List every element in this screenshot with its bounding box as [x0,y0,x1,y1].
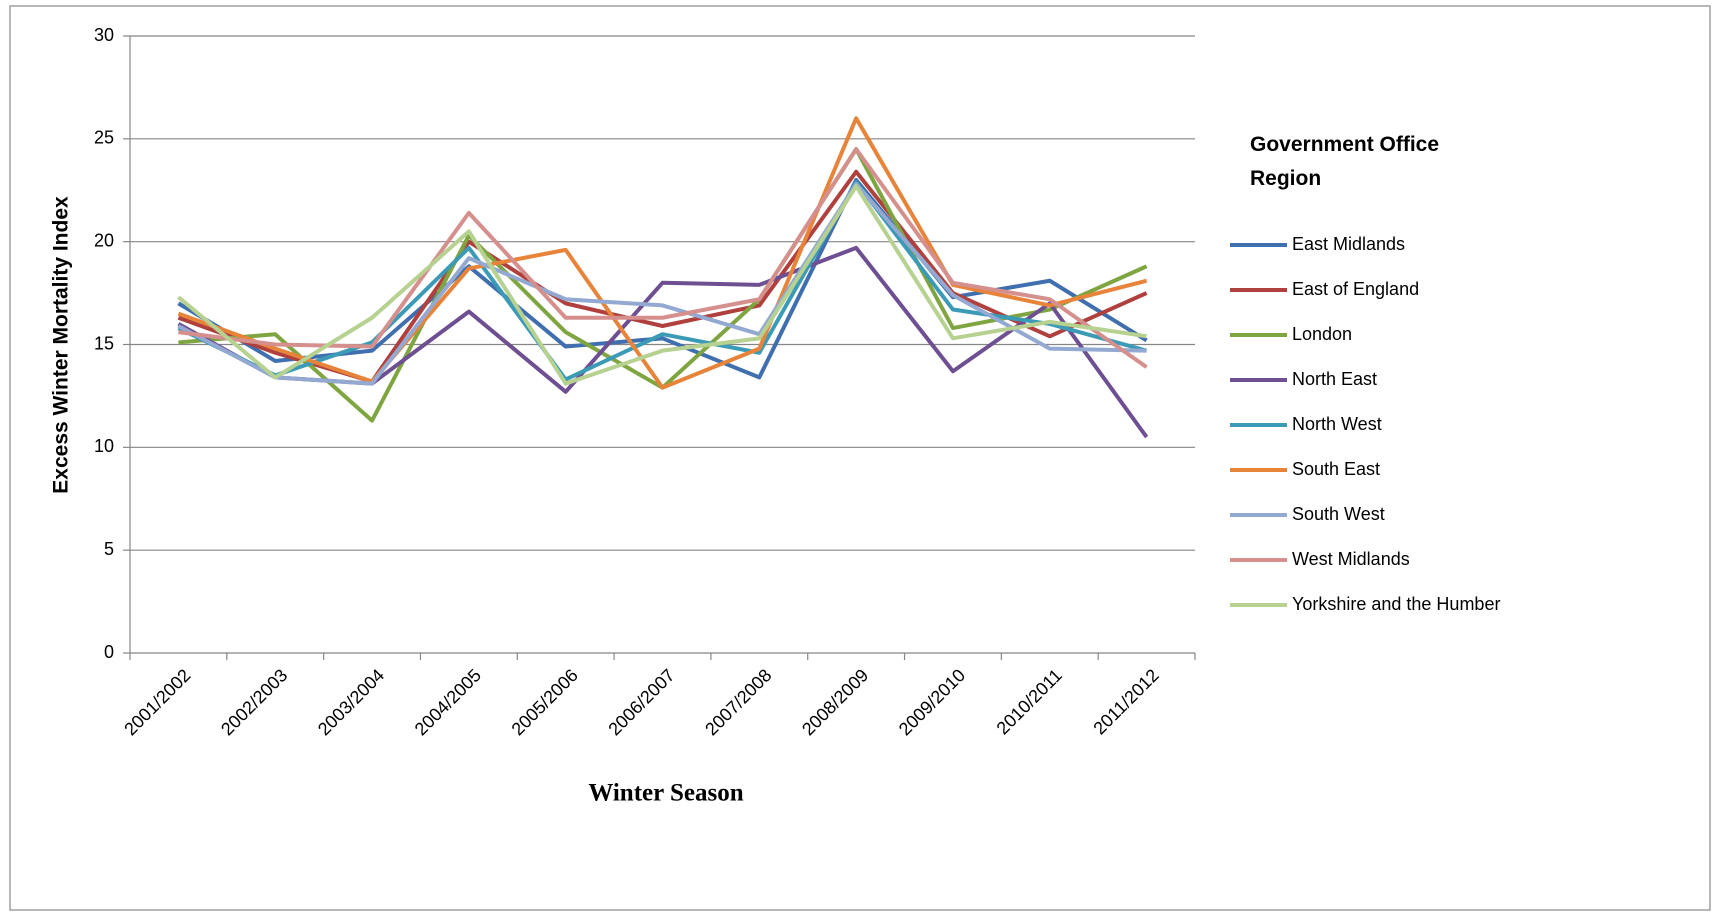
y-tick-label: 15 [94,333,114,353]
legend-label: North East [1292,369,1377,389]
y-tick-label: 20 [94,230,114,250]
legend-label: East Midlands [1292,234,1405,254]
y-tick-label: 30 [94,25,114,45]
y-tick-label: 25 [94,128,114,148]
series-line [177,182,1147,386]
legend-label: East of England [1292,279,1419,299]
y-axis-title: Excess Winter Mortality Index [50,196,73,494]
legend-label: London [1292,324,1352,344]
legend-title-box: Government Office Region [1250,133,1440,190]
series-line [177,116,1148,390]
legend-label: South East [1292,459,1380,479]
y-tick-label: 0 [104,642,114,662]
legend-label: North West [1292,414,1382,434]
legend-label: Yorkshire and the Humber [1292,594,1500,614]
y-tick-label: 10 [94,436,114,456]
legend-label: South West [1292,504,1385,524]
legend-title: Government Office Region [1250,133,1440,190]
series-line [178,147,1148,369]
y-tick-label: 5 [104,539,114,559]
series-line [177,184,1147,386]
x-axis-title: Winter Season [588,780,743,807]
legend-label: West Midlands [1292,549,1410,569]
